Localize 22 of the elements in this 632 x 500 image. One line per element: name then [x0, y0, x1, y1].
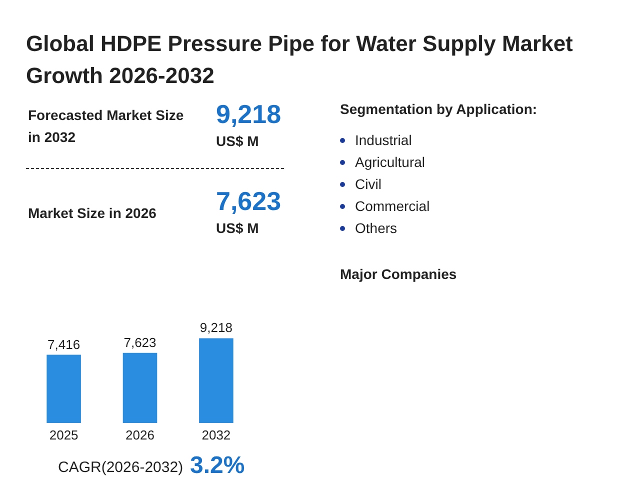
- text: Civil: [355, 176, 382, 192]
- x-tick-label: 2032: [202, 428, 231, 442]
- x-tick-label: 2026: [126, 428, 154, 442]
- data-label: 7,416: [48, 336, 80, 352]
- text: 7,623: [216, 186, 282, 217]
- x-tick-label: 2025: [49, 428, 78, 442]
- text: Global HDPE Pressure Pipe for Water Supply Market Growth 2026-2032: [26, 30, 574, 90]
- text: Segmentation by Application:: [340, 101, 538, 117]
- text: US$ M: [216, 220, 259, 236]
- text: 9,218: [216, 99, 282, 130]
- text: 3.2%: [190, 452, 245, 480]
- text: Major Companies: [340, 266, 457, 282]
- text: Others: [355, 220, 398, 236]
- data-label: 7,623: [124, 334, 156, 350]
- text: US$ M: [216, 133, 259, 149]
- text: Commercial: [355, 198, 430, 214]
- text: CAGR(2026-2032): [58, 459, 184, 476]
- text: Forecasted Market Size in 2032: [28, 106, 185, 147]
- data-label: 9,218: [200, 320, 232, 336]
- text: Agricultural: [355, 154, 426, 170]
- text: Market Size in 2026: [28, 204, 158, 223]
- text: Industrial: [355, 132, 412, 148]
